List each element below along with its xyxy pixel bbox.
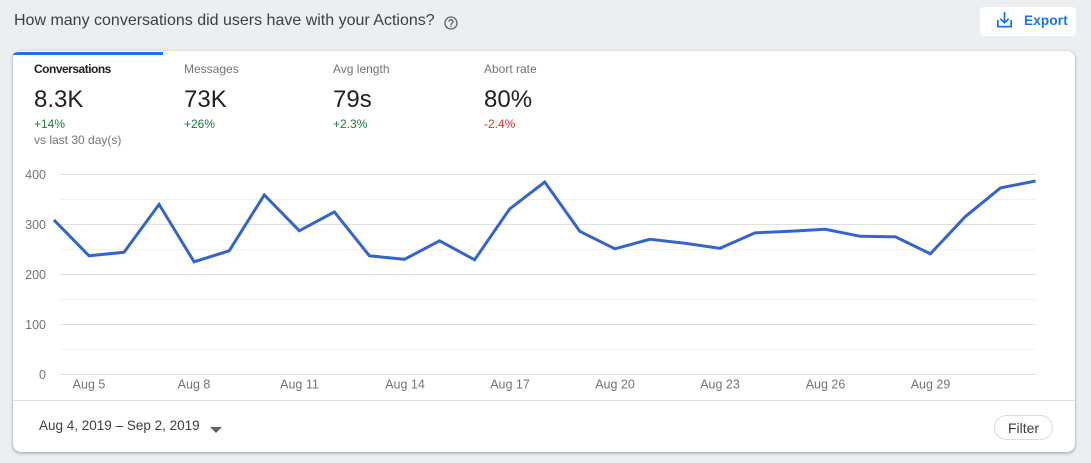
svg-text:100: 100 — [25, 318, 46, 332]
svg-text:200: 200 — [25, 268, 46, 282]
svg-text:400: 400 — [25, 168, 46, 182]
svg-text:0: 0 — [39, 368, 46, 382]
svg-text:Aug 26: Aug 26 — [806, 378, 846, 392]
svg-text:Aug 20: Aug 20 — [595, 378, 635, 392]
svg-text:Aug 23: Aug 23 — [700, 378, 740, 392]
svg-text:Aug 14: Aug 14 — [385, 378, 425, 392]
svg-text:Aug 29: Aug 29 — [911, 378, 951, 392]
svg-text:300: 300 — [25, 218, 46, 232]
svg-text:Aug 8: Aug 8 — [178, 378, 211, 392]
svg-text:Aug 11: Aug 11 — [280, 378, 319, 392]
svg-text:Aug 5: Aug 5 — [73, 378, 106, 392]
svg-text:Aug 17: Aug 17 — [490, 378, 530, 392]
